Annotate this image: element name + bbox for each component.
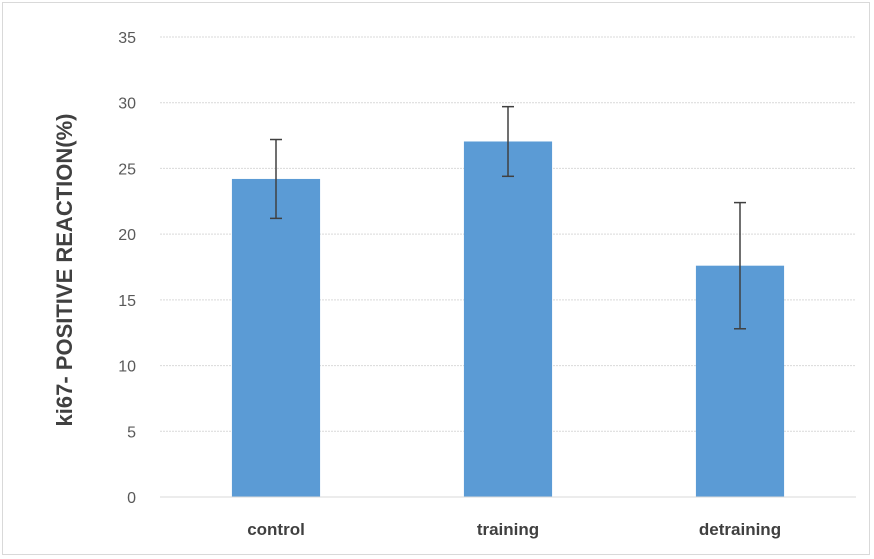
y-tick-label: 35 [118, 30, 136, 47]
x-category-label: control [247, 520, 305, 539]
x-category-label: detraining [699, 520, 781, 539]
bar-control [231, 178, 321, 497]
y-tick-labels: 0 5 10 15 20 25 30 35 [118, 30, 136, 507]
bar-training [463, 141, 553, 497]
x-category-labels: control training detraining [247, 520, 781, 539]
x-category-label: training [477, 520, 539, 539]
bars [231, 141, 785, 497]
y-tick-label: 25 [118, 161, 136, 178]
y-tick-label: 20 [118, 227, 136, 244]
y-tick-label: 15 [118, 293, 136, 310]
y-tick-label: 0 [127, 490, 136, 507]
y-tick-label: 5 [127, 424, 136, 441]
y-axis-label: ki67- POSITIVE REACTION(%) [52, 114, 77, 427]
y-tick-label: 30 [118, 96, 136, 113]
error-bars [270, 105, 746, 330]
y-tick-label: 10 [118, 359, 136, 376]
